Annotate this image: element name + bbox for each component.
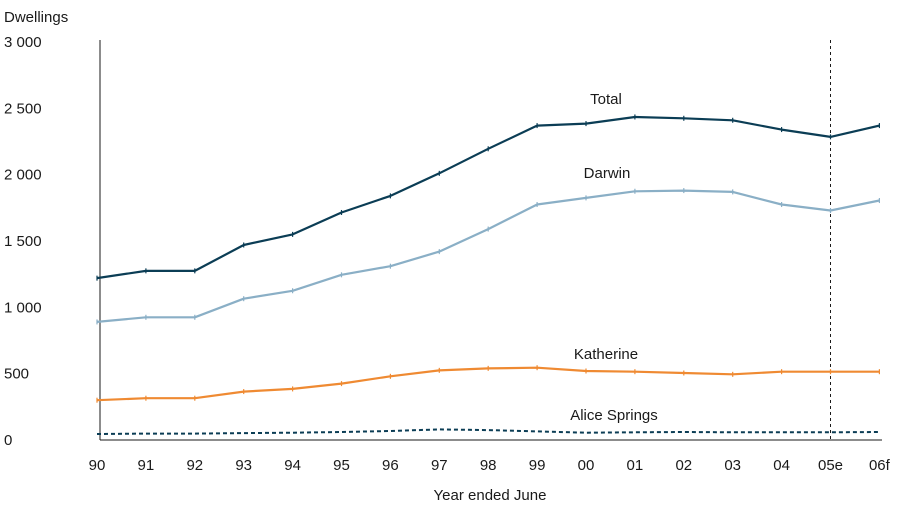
x-tick-label-05e: 05e <box>818 457 843 474</box>
x-tick-label-01: 01 <box>627 457 644 474</box>
x-axis-title: Year ended June <box>434 487 547 504</box>
y-tick-label-2000: 2 000 <box>4 167 42 184</box>
x-tick-label-97: 97 <box>431 457 448 474</box>
x-tick-label-94: 94 <box>284 457 301 474</box>
x-tick-label-95: 95 <box>333 457 350 474</box>
y-tick-label-0: 0 <box>4 432 12 449</box>
x-tick-label-02: 02 <box>675 457 692 474</box>
series-line-darwin <box>96 189 880 323</box>
y-tick-labels: 0 500 1 000 1 500 2 000 2 500 3 000 <box>4 34 42 449</box>
x-tick-label-93: 93 <box>235 457 252 474</box>
x-tick-label-92: 92 <box>186 457 203 474</box>
series-label-katherine: Katherine <box>574 346 638 363</box>
x-tick-labels: 90 91 92 93 94 95 96 97 98 99 00 01 02 03 04 05e 06f <box>89 457 891 474</box>
series-line-katherine <box>96 366 880 402</box>
x-tick-label-96: 96 <box>382 457 399 474</box>
y-tick-label-1000: 1 000 <box>4 299 42 316</box>
y-tick-label-1500: 1 500 <box>4 233 42 250</box>
x-tick-label-90: 90 <box>89 457 106 474</box>
x-tick-label-98: 98 <box>480 457 497 474</box>
y-tick-label-3000: 3 000 <box>4 34 42 51</box>
series-labels: Total Darwin Katherine Alice Springs <box>570 91 658 424</box>
series-label-alice-springs: Alice Springs <box>570 407 658 424</box>
y-axis-title: Dwellings <box>4 9 68 26</box>
series-label-darwin: Darwin <box>584 165 631 182</box>
x-tick-label-04: 04 <box>773 457 790 474</box>
y-tick-label-2500: 2 500 <box>4 100 42 117</box>
series-lines <box>96 114 881 435</box>
x-tick-label-99: 99 <box>529 457 546 474</box>
series-label-total: Total <box>590 91 622 108</box>
x-tick-label-03: 03 <box>724 457 741 474</box>
x-tick-label-91: 91 <box>138 457 155 474</box>
x-tick-label-06f: 06f <box>869 457 891 474</box>
series-line-total <box>96 115 880 280</box>
series-line-alice-springs <box>96 428 880 435</box>
y-tick-label-500: 500 <box>4 366 29 383</box>
x-tick-label-00: 00 <box>578 457 595 474</box>
